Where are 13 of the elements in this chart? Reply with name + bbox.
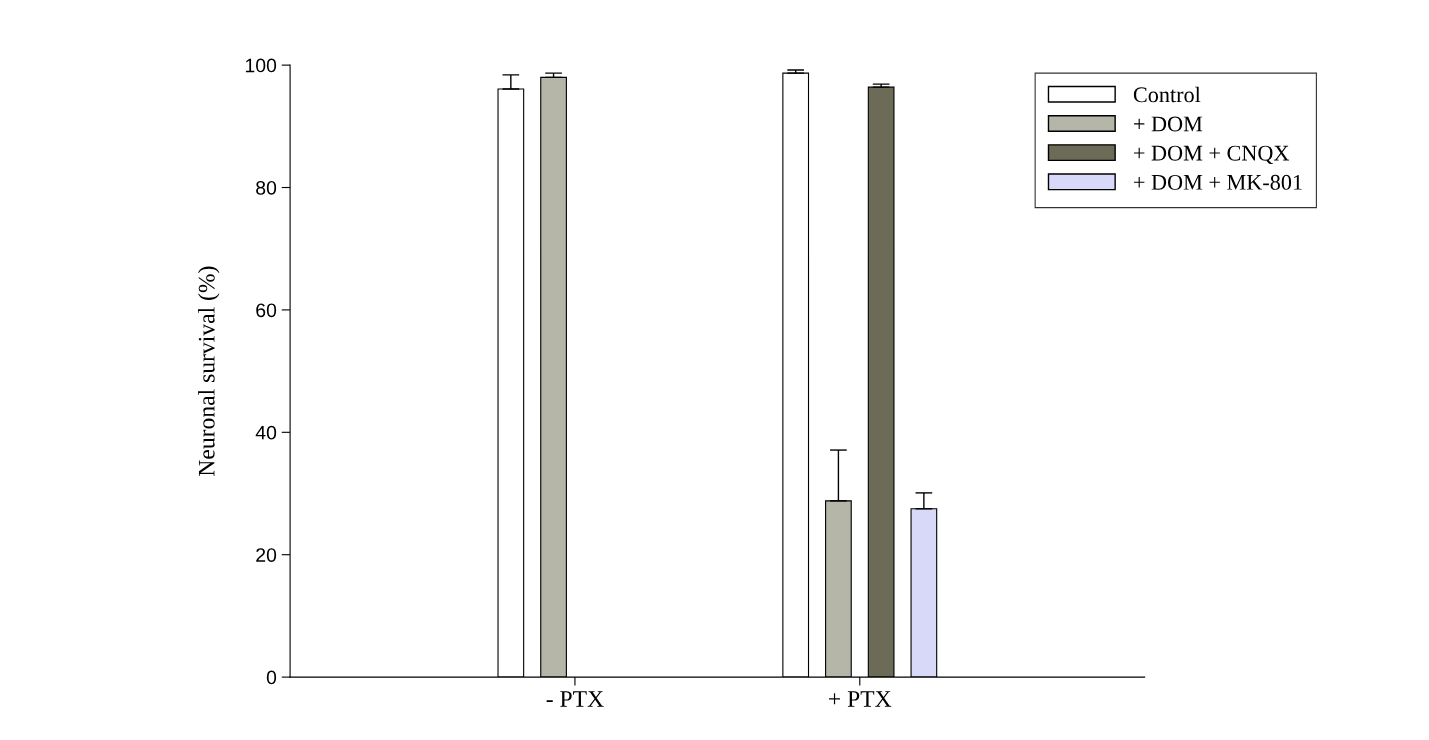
y-tick-label: 20 — [256, 548, 277, 562]
y-tick-label: 40 — [255, 425, 277, 440]
legend-label: + DOM — [1134, 116, 1203, 132]
y-tick-label: 0 — [266, 670, 277, 685]
legend-label: + DOM + MK-801 — [1134, 174, 1302, 190]
legend-label: + DOM + CNQX — [1134, 145, 1290, 165]
x-tick-label: + PTX — [829, 691, 892, 707]
y-axis-title: Neuronal survival (%) — [198, 266, 220, 476]
y-tick-label: 100 — [245, 58, 277, 73]
y-tick-label: 60 — [256, 303, 277, 318]
y-tick-label: 80 — [256, 180, 277, 195]
legend-label: Control — [1133, 86, 1201, 103]
x-tick-label: - PTX — [546, 691, 604, 707]
